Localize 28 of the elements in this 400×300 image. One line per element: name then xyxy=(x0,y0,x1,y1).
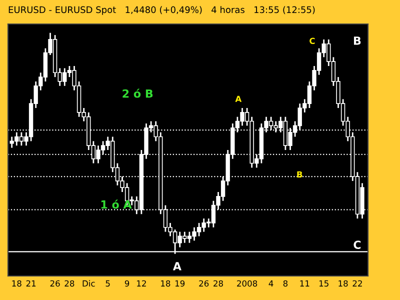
annotation: 2 ó B xyxy=(122,88,153,98)
x-tick-label: 26 xyxy=(50,280,60,287)
x-tick-label: 9 xyxy=(124,280,130,287)
annotation: A xyxy=(235,96,242,102)
x-tick-label: 2008 xyxy=(237,280,258,287)
x-tick-label: 21 xyxy=(26,280,36,286)
x-tick-label: 26 xyxy=(199,280,209,287)
x-tick-label: 28 xyxy=(214,280,223,287)
annotation: C xyxy=(310,38,315,44)
annotation: 1 ó A xyxy=(101,200,132,209)
x-tick-label: 19 xyxy=(175,280,185,287)
annotation: C xyxy=(354,240,361,249)
x-tick-label: 18 xyxy=(161,280,170,287)
x-tick-label: 22 xyxy=(352,280,362,286)
x-tick-label: 28 xyxy=(64,280,74,287)
x-tick-label: 4 xyxy=(268,280,274,286)
x-tick-label: 12 xyxy=(137,280,146,286)
x-tick-label: 8 xyxy=(283,280,288,287)
annotation: B xyxy=(354,36,361,45)
text: A xyxy=(172,262,182,270)
x-tick-label: 15 xyxy=(319,280,328,287)
x-tick-label: 18 xyxy=(12,280,22,287)
x-tick-label: 5 xyxy=(106,280,110,287)
x-tick-label: 18 xyxy=(338,280,348,287)
x-tick-label: 11 xyxy=(300,280,310,286)
chart-title: EURUSD - EURUSD Spot 1,4480 (+0,49%) 4 horas 13:55 (12:55) xyxy=(8,6,315,15)
x-tick-label: Dic xyxy=(82,280,95,287)
annotation: B xyxy=(297,171,302,178)
